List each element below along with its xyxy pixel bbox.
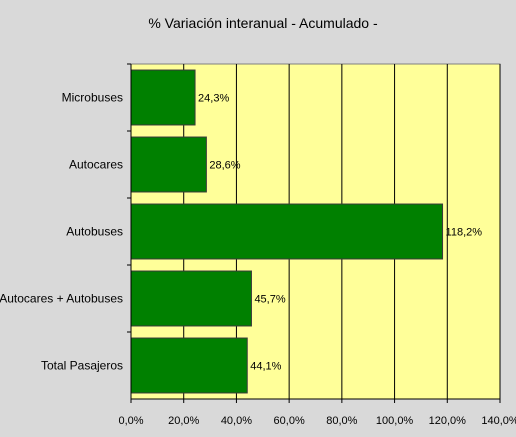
data-label: 28,6% (209, 160, 240, 172)
x-tick-label: 40,0% (221, 415, 252, 427)
x-tick-label: 140,0% (481, 415, 516, 427)
x-tick-label: 100,0% (376, 415, 414, 427)
category-labels: Microbuses Autocares Autobuses Autocares + … (0, 63, 131, 373)
category-label: Microbuses (62, 91, 123, 105)
category-label: Autobuses (66, 225, 123, 239)
x-tick-label: 0,0% (118, 415, 143, 427)
x-tick-label: 60,0% (274, 415, 305, 427)
bar (130, 203, 444, 260)
x-axis-ticks: 0,0% 20,0% 40,0% 60,0% 80,0% 100,0% 120,0% 140,… (118, 399, 516, 427)
bar (130, 270, 252, 327)
data-labels: 24,3% 28,6% 118,2% 45,7% 44,1% (198, 93, 482, 373)
chart-title: % Variación interanual - Acumulado - (148, 15, 378, 31)
x-tick-label: 120,0% (429, 415, 467, 427)
category-label: Autocares + Autobuses (0, 292, 123, 306)
bar (130, 69, 196, 126)
data-label: 44,1% (250, 361, 281, 373)
x-tick-label: 20,0% (168, 415, 199, 427)
x-tick-label: 80,0% (326, 415, 357, 427)
data-label: 45,7% (254, 294, 285, 306)
data-label: 118,2% (446, 227, 483, 239)
bar (130, 136, 207, 193)
category-label: Autocares (69, 158, 123, 172)
bar (130, 337, 248, 394)
data-label: 24,3% (198, 93, 229, 105)
bars (130, 69, 444, 394)
category-label: Total Pasajeros (41, 359, 123, 373)
